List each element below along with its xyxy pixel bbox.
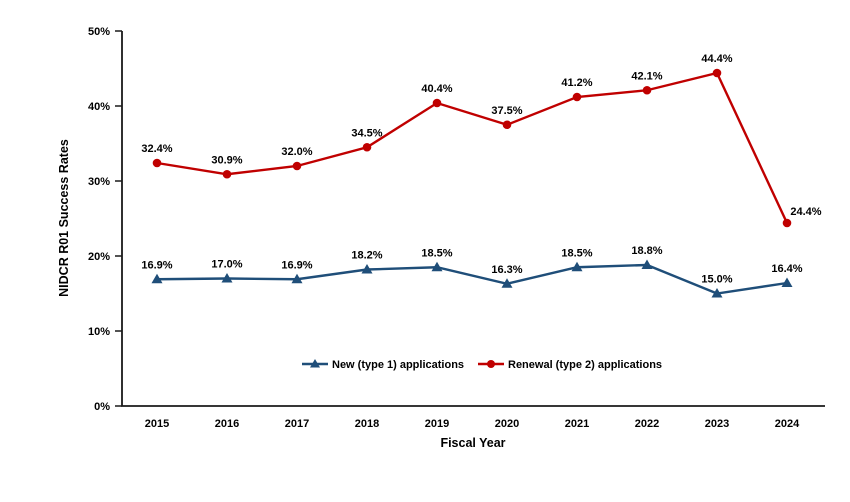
y-axis-title: NIDCR R01 Success Rates xyxy=(57,139,71,297)
legend-item: Renewal (type 2) applications xyxy=(478,359,662,371)
data-point-triangle xyxy=(711,288,723,298)
data-point-label: 18.5% xyxy=(421,247,452,259)
x-tick-label: 2021 xyxy=(565,418,589,430)
data-point-triangle xyxy=(151,273,163,284)
legend-item: New (type 1) applications xyxy=(302,359,464,371)
data-point-circle xyxy=(712,68,722,78)
x-tick-label: 2023 xyxy=(705,418,729,430)
data-point-label: 24.4% xyxy=(790,206,821,218)
y-tick-label: 20% xyxy=(88,251,110,263)
y-tick-label: 30% xyxy=(88,176,110,188)
data-point-label: 44.4% xyxy=(701,53,732,65)
y-tick-label: 40% xyxy=(88,101,110,113)
data-point-label: 32.4% xyxy=(141,143,172,155)
legend-label: Renewal (type 2) applications xyxy=(508,359,662,371)
legend-circle-marker xyxy=(487,360,495,368)
data-point-circle xyxy=(642,85,652,95)
x-tick-label: 2020 xyxy=(495,418,519,430)
data-point-label: 40.4% xyxy=(421,83,452,95)
data-labels: 16.9% 17.0% 16.9% 18.2% 18.5% 16.3% 18.5% 18.8%… xyxy=(141,53,821,286)
legend-label: New (type 1) applications xyxy=(332,359,464,371)
x-tick-label: 2018 xyxy=(355,418,379,430)
data-point-circle xyxy=(222,169,232,179)
data-point-label: 16.9% xyxy=(281,259,312,271)
y-tick-label: 0% xyxy=(94,401,110,413)
data-point-circle xyxy=(292,161,302,171)
data-point-triangle xyxy=(291,273,303,284)
legend: New (type 1) applications Renewal (type 2… xyxy=(302,359,662,371)
data-point-label: 16.3% xyxy=(491,264,522,276)
x-tick-label: 2022 xyxy=(635,418,659,430)
data-point-label: 41.2% xyxy=(561,77,592,89)
legend-triangle-marker xyxy=(310,359,320,368)
y-tick-label: 10% xyxy=(88,326,110,338)
data-point-label: 17.0% xyxy=(211,259,242,271)
data-point-label: 42.1% xyxy=(631,70,662,82)
y-tick-label: 50% xyxy=(88,26,110,38)
data-point-circle xyxy=(572,92,582,102)
axes: 0% 10% 20% 30% 40% 50% 2015 2016 2017 2018 2019 202… xyxy=(88,26,825,430)
data-point-label: 18.2% xyxy=(351,250,382,262)
data-point-label: 15.0% xyxy=(701,274,732,286)
data-point-triangle xyxy=(221,273,233,283)
data-point-label: 18.8% xyxy=(631,245,662,257)
data-point-triangle xyxy=(781,277,793,287)
data-point-triangle xyxy=(641,259,653,269)
data-point-triangle xyxy=(501,278,513,288)
data-point-label: 34.5% xyxy=(351,127,382,139)
series-line-triangle xyxy=(156,263,788,295)
data-point-label: 30.9% xyxy=(211,154,242,166)
data-point-circle xyxy=(432,98,442,108)
axis-lines xyxy=(121,31,825,407)
data-point-circle xyxy=(362,142,372,152)
data-point-label: 16.4% xyxy=(771,263,802,275)
x-tick-label: 2017 xyxy=(285,418,309,430)
data-point-triangle xyxy=(431,261,443,272)
x-tick-label: 2015 xyxy=(145,418,169,430)
series-lines xyxy=(151,68,793,298)
data-point-circle xyxy=(782,218,792,228)
x-axis-title: Fiscal Year xyxy=(440,436,505,450)
x-tick-label: 2019 xyxy=(425,418,449,430)
x-tick-label: 2024 xyxy=(775,418,800,430)
data-point-label: 18.5% xyxy=(561,247,592,259)
data-point-label: 16.9% xyxy=(141,259,172,271)
data-point-label: 37.5% xyxy=(491,105,522,117)
series-line-circle xyxy=(156,71,789,224)
data-point-triangle xyxy=(571,261,583,272)
x-tick-label: 2016 xyxy=(215,418,239,430)
data-point-circle xyxy=(152,158,162,168)
data-point-triangle xyxy=(361,264,373,274)
data-point-circle xyxy=(502,120,512,130)
data-point-label: 32.0% xyxy=(281,146,312,158)
